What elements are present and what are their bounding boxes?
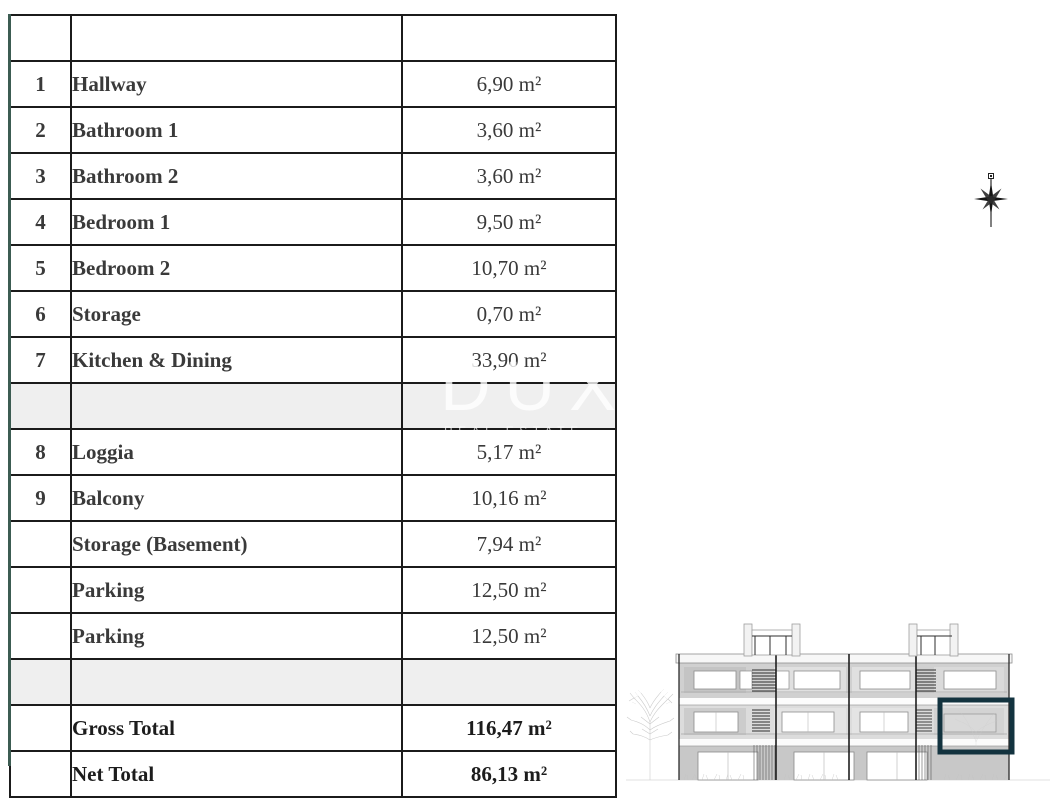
surface-table: # SA3 Tт Surface 1 Hallway 6,90 m² 2 Bathroo… — [9, 14, 617, 798]
column-header-number: # — [9, 14, 72, 62]
row-number: 7 — [9, 336, 72, 384]
row-number — [9, 750, 72, 798]
column-header-surface-label: Surface — [457, 25, 535, 50]
text-size-icon: Tт — [408, 28, 424, 48]
table-left-spine — [8, 14, 11, 766]
north-arrow-icon — [968, 172, 1014, 228]
row-number: 2 — [9, 106, 72, 154]
row-surface-area: 5,17 m² — [401, 428, 617, 476]
column-header-surface: Tт Surface — [401, 14, 617, 62]
row-number: 1 — [9, 60, 72, 108]
table-total-row: Gross Total 116,47 m² — [9, 704, 617, 752]
column-header-unit: SA3 — [70, 14, 403, 62]
row-number — [9, 566, 72, 614]
row-room-name: Kitchen & Dining — [70, 336, 403, 384]
row-surface-area — [401, 658, 617, 706]
row-room-name: Gross Total — [70, 704, 403, 752]
row-room-name: Balcony — [70, 474, 403, 522]
row-number: 5 — [9, 244, 72, 292]
table-row: 8 Loggia 5,17 m² — [9, 428, 617, 476]
table-header-row: # SA3 Tт Surface — [9, 14, 617, 62]
row-room-name — [70, 382, 403, 430]
row-room-name: Net Total — [70, 750, 403, 798]
row-room-name — [70, 658, 403, 706]
row-room-name: Bathroom 2 — [70, 152, 403, 200]
row-room-name: Parking — [70, 566, 403, 614]
table-header: # SA3 Tт Surface — [9, 14, 617, 62]
row-surface-area: 3,60 m² — [401, 152, 617, 200]
table-row: 7 Kitchen & Dining 33,90 m² — [9, 336, 617, 384]
row-room-name: Storage — [70, 290, 403, 338]
row-number: 3 — [9, 152, 72, 200]
row-surface-area: 12,50 m² — [401, 566, 617, 614]
row-room-name: Bedroom 2 — [70, 244, 403, 292]
row-surface-area: 3,60 m² — [401, 106, 617, 154]
row-number: 8 — [9, 428, 72, 476]
row-surface-area: 0,70 m² — [401, 290, 617, 338]
table-spacer-row — [9, 382, 617, 430]
text-size-icon-small: т — [417, 32, 424, 47]
table-row: 3 Bathroom 2 3,60 m² — [9, 152, 617, 200]
table-spacer-row — [9, 658, 617, 706]
row-room-name: Bathroom 1 — [70, 106, 403, 154]
row-number — [9, 382, 72, 430]
row-number — [9, 520, 72, 568]
row-surface-area: 7,94 m² — [401, 520, 617, 568]
row-surface-area: 10,70 m² — [401, 244, 617, 292]
table-row: Parking 12,50 m² — [9, 566, 617, 614]
building-elevation-drawing — [624, 612, 1052, 786]
row-room-name: Storage (Basement) — [70, 520, 403, 568]
surface-table-container: # SA3 Tт Surface 1 Hallway 6,90 m² 2 Bathroo… — [8, 14, 617, 798]
row-surface-area: 33,90 m² — [401, 336, 617, 384]
table-row: 2 Bathroom 1 3,60 m² — [9, 106, 617, 154]
row-number: 4 — [9, 198, 72, 246]
row-number — [9, 704, 72, 752]
row-surface-area: 6,90 m² — [401, 60, 617, 108]
row-room-name: Bedroom 1 — [70, 198, 403, 246]
row-room-name: Hallway — [70, 60, 403, 108]
row-number — [9, 658, 72, 706]
row-number — [9, 612, 72, 660]
table-total-row: Net Total 86,13 m² — [9, 750, 617, 798]
table-body: 1 Hallway 6,90 m² 2 Bathroom 1 3,60 m² 3 Bathro… — [9, 60, 617, 798]
row-surface-area: 10,16 m² — [401, 474, 617, 522]
highlighted-unit-rect — [937, 697, 1015, 755]
row-surface-area: 116,47 m² — [401, 704, 617, 752]
table-row: 6 Storage 0,70 m² — [9, 290, 617, 338]
table-row: 9 Balcony 10,16 m² — [9, 474, 617, 522]
row-surface-area: 9,50 m² — [401, 198, 617, 246]
row-number: 6 — [9, 290, 72, 338]
table-row: 5 Bedroom 2 10,70 m² — [9, 244, 617, 292]
table-row: 4 Bedroom 1 9,50 m² — [9, 198, 617, 246]
table-row: Parking 12,50 m² — [9, 612, 617, 660]
row-surface-area: 12,50 m² — [401, 612, 617, 660]
row-room-name: Loggia — [70, 428, 403, 476]
row-surface-area: 86,13 m² — [401, 750, 617, 798]
text-size-icon-large: T — [408, 28, 418, 48]
row-room-name: Parking — [70, 612, 403, 660]
table-row: 1 Hallway 6,90 m² — [9, 60, 617, 108]
table-row: Storage (Basement) 7,94 m² — [9, 520, 617, 568]
row-surface-area — [401, 382, 617, 430]
row-number: 9 — [9, 474, 72, 522]
